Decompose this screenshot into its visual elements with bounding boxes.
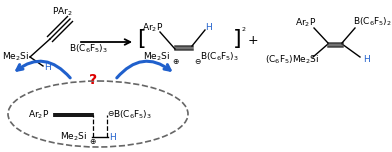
Text: Me$_2$Si: Me$_2$Si: [143, 51, 170, 63]
Text: $_2$: $_2$: [241, 26, 247, 35]
Text: B(C$_6$F$_5$)$_3$: B(C$_6$F$_5$)$_3$: [69, 43, 107, 55]
Text: H: H: [44, 64, 51, 73]
Text: ⊖: ⊖: [194, 57, 200, 66]
Text: ⊖: ⊖: [107, 109, 113, 119]
Text: Ar$_2$P: Ar$_2$P: [28, 109, 49, 121]
Text: ⊕: ⊕: [89, 136, 95, 145]
Text: Me$_2$Si: Me$_2$Si: [2, 51, 29, 63]
Text: H: H: [205, 24, 212, 33]
Text: Ar$_2$P: Ar$_2$P: [142, 22, 163, 34]
Text: PAr$_2$: PAr$_2$: [52, 6, 73, 18]
Text: B(C$_6$F$_5$)$_3$: B(C$_6$F$_5$)$_3$: [200, 51, 239, 63]
Text: Me$_2$Si: Me$_2$Si: [60, 131, 87, 143]
Text: B(C$_6$F$_5$)$_3$: B(C$_6$F$_5$)$_3$: [113, 109, 152, 121]
Text: H: H: [363, 55, 370, 64]
Text: Ar$_2$P: Ar$_2$P: [295, 17, 316, 29]
Text: ⊕: ⊕: [172, 57, 178, 66]
Text: B(C$_6$F$_5$)$_2$: B(C$_6$F$_5$)$_2$: [353, 16, 392, 28]
Text: [: [: [137, 29, 145, 49]
Text: ?: ?: [89, 73, 97, 87]
Text: (C$_6$F$_5$)Me$_2$Si: (C$_6$F$_5$)Me$_2$Si: [265, 54, 319, 66]
Text: H: H: [109, 133, 116, 142]
Text: ]: ]: [233, 29, 241, 49]
Text: +: +: [248, 35, 258, 47]
